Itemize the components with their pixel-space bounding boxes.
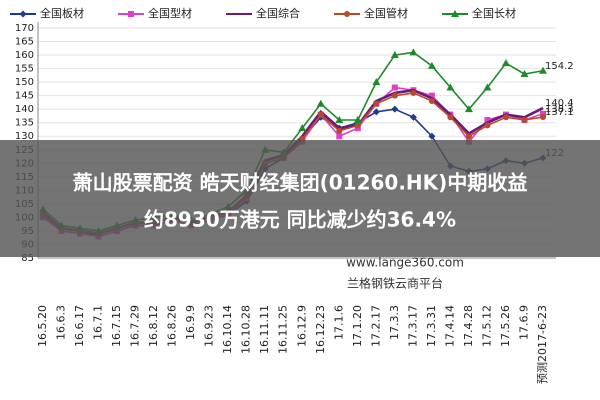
x-tick-label: 17.1.6 xyxy=(332,305,345,340)
x-tick-label: 16.10.28 xyxy=(240,305,253,354)
marker xyxy=(372,78,381,86)
x-tick-label: 16.7.29 xyxy=(129,305,142,347)
headline: 萧山股票配资 皓天财经集团(01260.HK)中期收益 xyxy=(73,171,528,195)
marker xyxy=(390,51,399,59)
x-tick-label: 16.10.14 xyxy=(221,305,234,354)
x-tick-label: 16.7.15 xyxy=(110,305,123,347)
marker xyxy=(427,61,436,69)
marker xyxy=(353,116,362,123)
x-tick-label: 17.6.9 xyxy=(517,305,530,340)
headline: 约8930万港元 同比减少约36.4% xyxy=(144,208,456,232)
x-tick-label: 16.12.23 xyxy=(314,305,327,354)
y-tick-label: 85 xyxy=(21,253,34,264)
x-tick-label: 预测2017-6-23 xyxy=(536,305,549,384)
watermark-platform: 兰格钢铁云商平台 xyxy=(347,276,443,291)
y-tick-label: 140 xyxy=(15,104,34,115)
marker xyxy=(428,98,435,105)
marker xyxy=(520,70,529,77)
x-tick-label: 16.7.1 xyxy=(92,305,105,340)
marker xyxy=(501,59,510,67)
x-tick-label: 17.3.3 xyxy=(388,305,401,340)
x-tick-label: 17.1.20 xyxy=(351,305,364,347)
marker xyxy=(409,48,418,56)
marker xyxy=(391,105,399,113)
x-tick-label: 17.3.31 xyxy=(425,305,438,347)
banner xyxy=(0,140,600,257)
x-tick-label: 17.3.17 xyxy=(406,305,419,347)
end-label: 137.1 xyxy=(545,107,574,118)
marker xyxy=(447,114,454,121)
x-tick-label: 16.6.3 xyxy=(55,305,68,340)
y-tick-label: 170 xyxy=(15,23,34,34)
end-label: 138.3 xyxy=(545,104,574,115)
y-tick-label: 155 xyxy=(15,64,34,75)
legend-label: 全国综合 xyxy=(256,6,300,20)
marker xyxy=(298,124,307,132)
overlay: 萧山股票配资 皓天财经集团(01260.HK)中期收益 约8930万港元 同比减… xyxy=(0,140,600,291)
y-tick-label: 135 xyxy=(15,118,34,129)
legend-label: 全国管材 xyxy=(364,6,408,20)
marker xyxy=(483,83,492,91)
marker xyxy=(540,110,546,117)
x-tick-label: 17.4.28 xyxy=(462,305,475,347)
end-label: 140.4 xyxy=(545,98,574,109)
marker xyxy=(451,10,459,17)
marker xyxy=(317,111,324,118)
marker xyxy=(521,117,528,123)
marker xyxy=(428,132,436,140)
marker xyxy=(373,100,380,107)
x-tick-label: 16.12.9 xyxy=(295,305,308,347)
marker xyxy=(128,11,134,17)
x-tick-label: 16.9.23 xyxy=(203,305,216,347)
y-tick-label: 165 xyxy=(15,37,34,48)
marker xyxy=(336,133,343,140)
marker xyxy=(316,99,325,107)
legend-label: 全国长材 xyxy=(472,6,516,20)
marker xyxy=(336,127,343,134)
y-tick-label: 130 xyxy=(15,131,34,142)
marker xyxy=(391,92,398,99)
x-tick-label: 16.5.20 xyxy=(36,305,49,347)
marker xyxy=(410,89,417,96)
marker xyxy=(19,10,27,18)
y-tick-label: 145 xyxy=(15,91,34,102)
marker xyxy=(465,133,472,140)
marker xyxy=(502,114,509,121)
x-tick-label: 16.9.9 xyxy=(184,305,197,340)
legend-label: 全国板材 xyxy=(40,6,84,20)
marker xyxy=(372,108,380,116)
y-tick-label: 160 xyxy=(15,50,34,61)
marker xyxy=(484,122,491,129)
marker xyxy=(335,116,344,123)
x-tick-label: 17.5.26 xyxy=(499,305,512,347)
marker xyxy=(354,122,361,129)
end-label: 154.2 xyxy=(545,61,574,72)
x-tick-label: 16.11.11 xyxy=(258,305,271,354)
marker xyxy=(391,84,398,91)
watermark-url: www.lange360.com xyxy=(346,256,464,270)
legend-label: 全国型材 xyxy=(148,6,192,20)
x-tick-label: 17.5.12 xyxy=(480,305,493,347)
marker xyxy=(539,66,547,74)
marker xyxy=(428,92,435,99)
marker xyxy=(344,11,350,17)
x-tick-label: 16.11.25 xyxy=(277,305,290,354)
marker xyxy=(484,117,491,123)
x-tick-label: 16.8.12 xyxy=(147,305,160,347)
x-tick-label: 16.8.26 xyxy=(166,305,179,347)
x-tick-label: 16.6.17 xyxy=(73,305,86,347)
marker xyxy=(446,83,455,91)
marker xyxy=(464,105,473,113)
x-tick-label: 17.4.14 xyxy=(443,305,456,347)
marker xyxy=(409,113,417,121)
y-tick-label: 150 xyxy=(15,77,34,88)
x-tick-label: 17.2.17 xyxy=(369,305,382,347)
marker xyxy=(540,114,546,121)
